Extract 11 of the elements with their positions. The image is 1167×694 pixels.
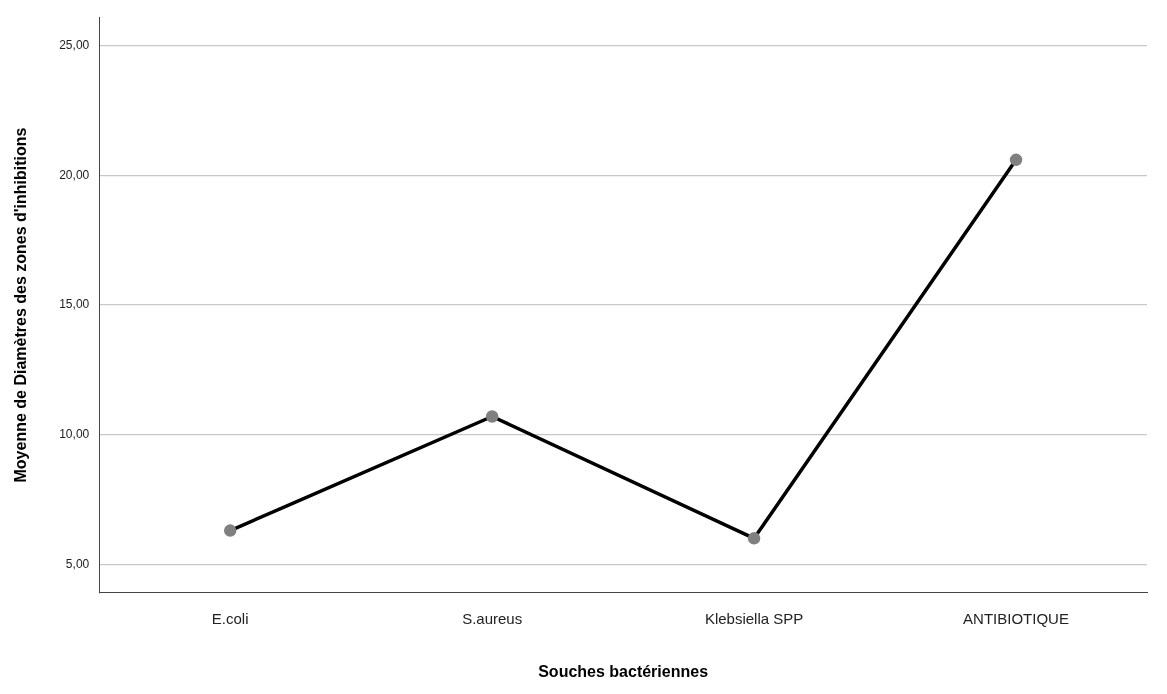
y-tick-label: 5,00 bbox=[65, 556, 90, 571]
y-tick-label: 15,00 bbox=[59, 297, 90, 312]
y-axis-title: Moyenne de Diamètres des zones d'inhibitions bbox=[12, 127, 30, 483]
x-tick-label: E.coli bbox=[211, 609, 249, 627]
y-tick-label: 20,00 bbox=[59, 167, 90, 182]
y-tick-label: 10,00 bbox=[59, 426, 90, 441]
x-tick-label: Klebsiella SPP bbox=[704, 609, 804, 627]
x-tick-label: ANTIBIOTIQUE bbox=[963, 609, 1069, 627]
y-tick-label: 25,00 bbox=[59, 38, 90, 53]
x-axis-title: Souches bactériennes bbox=[538, 662, 709, 680]
x-tick-label: S.aureus bbox=[462, 609, 523, 627]
